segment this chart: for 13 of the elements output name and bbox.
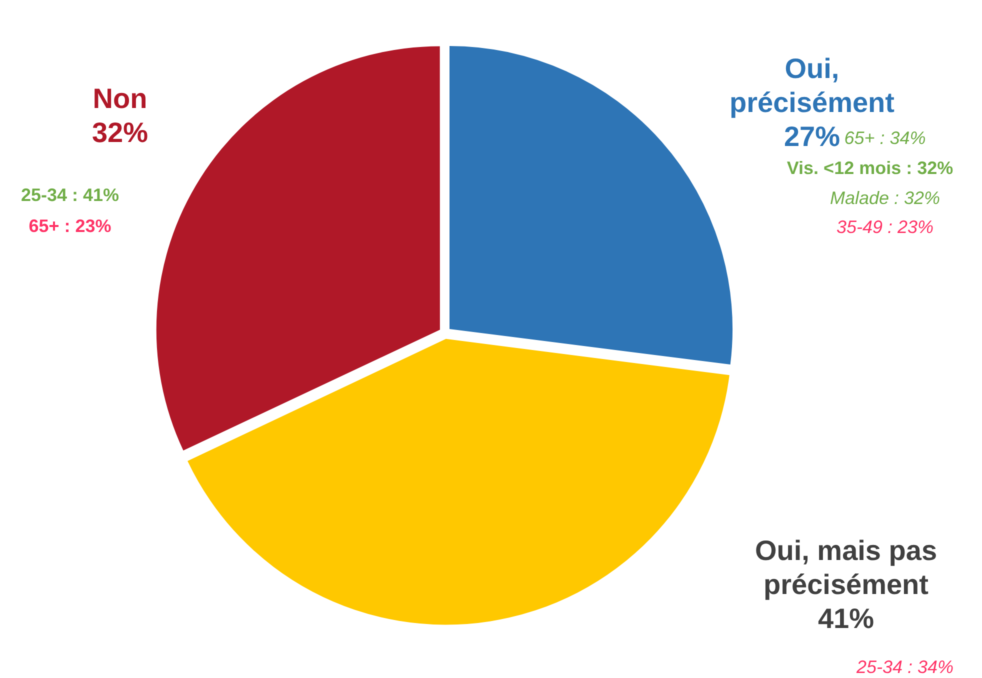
text: 25-34 : 41% bbox=[20, 185, 120, 206]
text: 35-49 : 23% bbox=[836, 217, 934, 238]
text: Malade : 32% bbox=[830, 188, 940, 209]
text: 65+ : 34% bbox=[844, 128, 926, 149]
slice-label: Oui, mais pas précisément bbox=[754, 534, 938, 602]
data-label: 27% bbox=[784, 121, 840, 152]
data-label: 32% bbox=[90, 116, 150, 150]
text: 65+ : 23% bbox=[28, 216, 112, 237]
slice-label: Oui, précisément bbox=[728, 52, 896, 120]
slice-label: Non bbox=[92, 82, 148, 116]
text: 25-34 : 34% bbox=[856, 657, 954, 678]
text: Vis. <12 mois : 32% bbox=[786, 158, 954, 179]
data-label: 41% bbox=[816, 602, 876, 636]
